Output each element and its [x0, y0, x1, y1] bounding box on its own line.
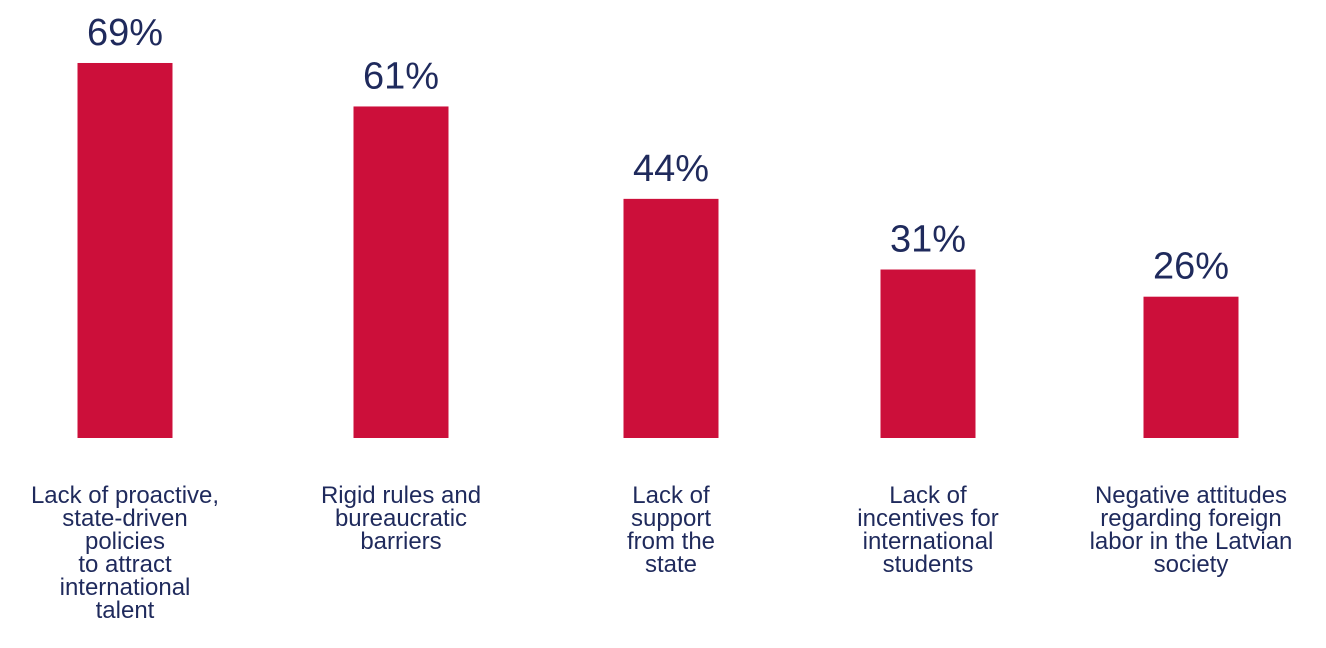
category-label-4: Lack of incentives for international stu… [857, 482, 999, 578]
value-label-3: 44% [633, 148, 709, 190]
bar-1 [77, 62, 173, 439]
value-label-5: 26% [1153, 246, 1229, 288]
category-label-5: Negative attitudes regarding foreign lab… [1089, 482, 1293, 578]
category-label-1: Lack of proactive, state-driven policies… [30, 482, 220, 624]
category-label-2: Rigid rules and bureaucratic barriers [320, 482, 482, 555]
bar-4 [880, 269, 976, 438]
bar-2 [353, 106, 449, 438]
bar-3 [623, 198, 719, 438]
value-label-4: 31% [890, 219, 966, 261]
category-label-3: Lack of support from the state [626, 482, 716, 578]
value-label-1: 69% [87, 12, 163, 54]
bar-5 [1143, 296, 1239, 438]
value-label-2: 61% [363, 55, 439, 97]
